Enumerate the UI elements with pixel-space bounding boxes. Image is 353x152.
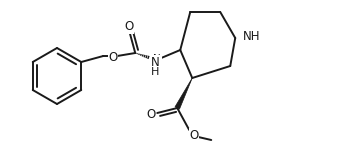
Text: H: H [151,67,160,77]
Text: N: N [151,55,160,69]
Text: O: O [125,20,134,33]
Text: O: O [190,129,199,142]
Text: NH: NH [243,29,261,43]
Text: N
H: N H [153,54,161,76]
Text: O: O [109,51,118,64]
Text: O: O [146,108,156,121]
Polygon shape [175,78,192,109]
